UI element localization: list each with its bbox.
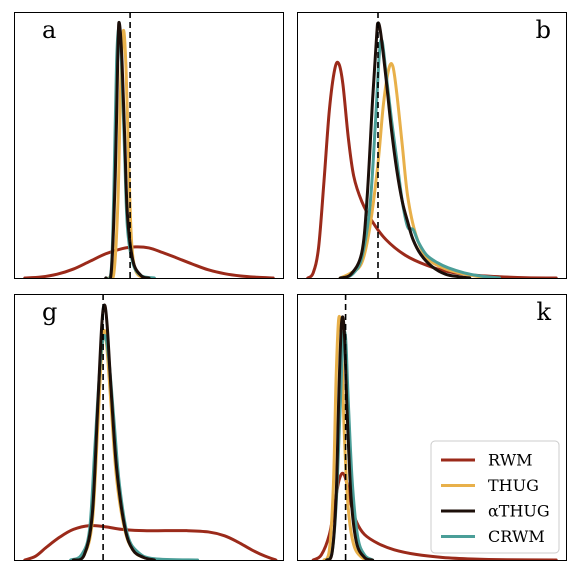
panel-frame — [15, 295, 284, 561]
panel-b: b — [298, 12, 567, 279]
panel-g: g — [15, 294, 284, 561]
thug-legend-label: THUG — [488, 476, 539, 495]
series-group — [308, 23, 556, 278]
panel-label: k — [536, 298, 551, 326]
panel-label: g — [42, 298, 57, 326]
rwm-density-curve — [308, 62, 556, 278]
rwm-legend-label: RWM — [488, 451, 533, 470]
athug-legend-label: αTHUG — [488, 502, 550, 521]
crwm-legend-label: CRWM — [488, 527, 545, 546]
rwm-density-curve — [25, 247, 273, 278]
panel-a: a — [15, 12, 284, 282]
athug-density-curve — [340, 23, 470, 278]
panel-label: b — [536, 16, 551, 44]
series-group — [25, 305, 276, 560]
legend: RWM THUG αTHUG CRWM — [431, 441, 559, 553]
series-group — [25, 22, 273, 281]
panel-frame — [298, 13, 567, 279]
athug-density-curve — [73, 305, 154, 560]
panel-frame — [15, 13, 284, 279]
panel-label: a — [42, 16, 56, 44]
rwm-density-curve — [25, 525, 276, 560]
